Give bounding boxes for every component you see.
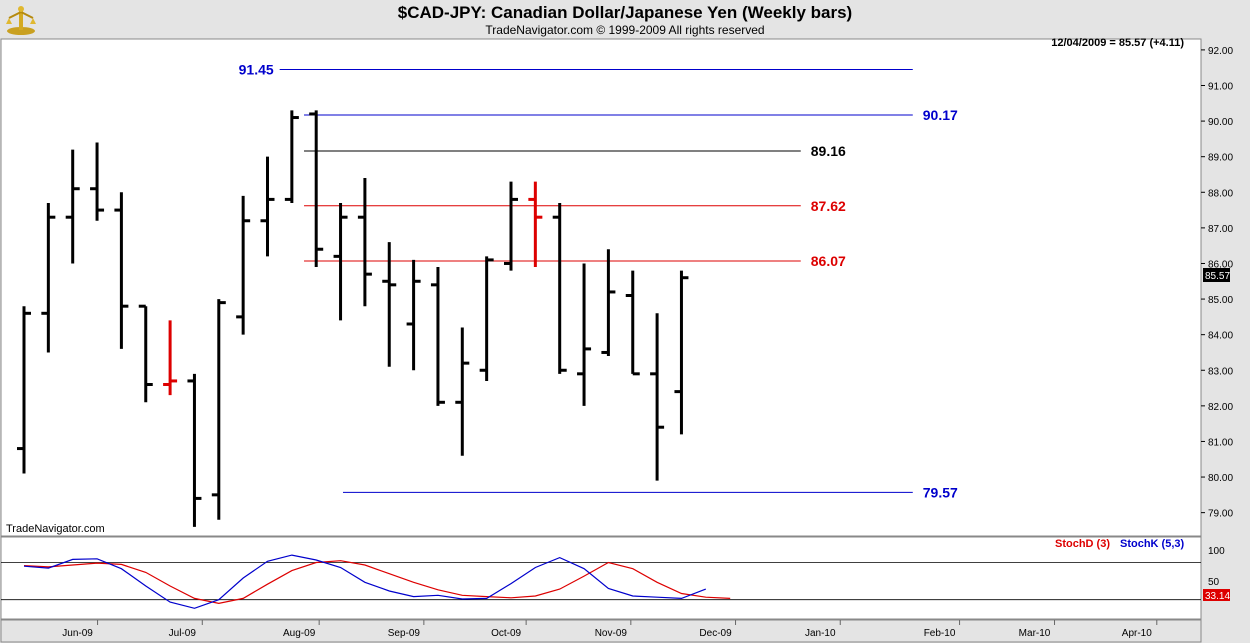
price-tick-label: 90.00 [1208,117,1233,128]
price-tick-label: 83.00 [1208,366,1233,377]
ohlc-bar [552,202,567,374]
price-tick-label: 85.00 [1208,295,1233,306]
price-tick-label: 82.00 [1208,402,1233,413]
price-axis: 79.00 80.00 81.00 82.00 83.00 84.00 85.00 86.00… [1201,46,1233,520]
ohlc-bar [357,178,372,307]
legend-stochd: StochD (3) [1055,538,1110,550]
stoch-value-box [1203,589,1230,601]
price-levels: 91.45 90.17 89.16 87.62 86.07 79.57 [239,61,958,500]
last-price-label: 85.57 [1205,271,1230,282]
ohlc-bar [406,259,421,371]
ohlc-bar [528,181,543,268]
date-axis [0,619,1202,643]
stoch-lines [1,554,1201,609]
ohlc-bar [138,304,153,403]
price-level-label: 79.57 [923,484,958,500]
ohlc-bar [211,299,226,520]
stoch-value-label: 33.14 [1205,591,1230,602]
ohlc-bar [17,306,31,474]
stoch-series-line [23,554,707,609]
ohlc-bar [333,202,348,321]
stoch-series-line [23,560,731,605]
price-tick-label: 79.00 [1208,509,1233,520]
price-panel [0,38,1202,537]
ohlc-bar [382,242,397,367]
ohlc-bar [41,202,56,353]
ohlc-bar [504,181,518,271]
date-axis-labels: Jun-09 Jul-09 Aug-09 Sep-09 Oct-09 Nov-09 Dec-… [62,620,1158,639]
price-tick-label: 91.00 [1208,81,1233,92]
date-tick-label: Dec-09 [699,628,732,639]
ohlc-bar [260,156,275,257]
price-tick-label: 87.00 [1208,224,1233,235]
price-tick-label: 84.00 [1208,331,1233,342]
tradenavigator-logo-icon [6,6,36,35]
ohlc-bar [187,373,202,527]
ohlc-bar [309,110,324,268]
ohlc-bar [430,267,445,406]
ohlc-bar [650,313,665,481]
price-level-label: 90.17 [923,107,958,123]
ohlc-bar [65,149,80,264]
ohlc-bar [674,270,689,435]
ohlc-bars [17,110,689,527]
stoch-tick-label: 100 [1208,546,1225,557]
last-price-box [1203,268,1230,282]
price-tick-label: 88.00 [1208,188,1233,199]
date-tick-label: Nov-09 [595,628,628,639]
ohlc-bar [284,110,299,203]
watermark-text: TradeNavigator.com [6,523,105,535]
chart-title: $CAD-JPY: Canadian Dollar/Japanese Yen (… [397,3,853,22]
stoch-panel [0,536,1202,620]
ohlc-bar [625,270,640,376]
ohlc-bar [163,320,178,396]
chart-subtitle: TradeNavigator.com © 1999-2009 All right… [485,23,765,37]
date-tick-label: Apr-10 [1122,628,1152,639]
date-tick-label: Feb-10 [924,628,956,639]
date-tick-label: Jun-09 [62,628,93,639]
price-readout: 12/04/2009 = 85.57 (+4.11) [1051,37,1184,49]
price-tick-label: 86.00 [1208,259,1233,270]
ohlc-bar [455,327,470,456]
price-level-label: 91.45 [239,61,274,77]
price-tick-label: 80.00 [1208,473,1233,484]
date-tick-label: Aug-09 [283,628,316,639]
ohlc-bar [479,256,494,381]
ohlc-bar [90,142,105,221]
date-tick-label: Oct-09 [491,628,521,639]
price-tick-label: 89.00 [1208,153,1233,164]
price-tick-label: 92.00 [1208,46,1233,57]
stoch-axis: 50 100 [1208,546,1225,588]
ohlc-bar [601,249,616,357]
ohlc-bar [577,263,592,406]
legend-stochk: StochK (5,3) [1120,538,1185,550]
price-level-label: 86.07 [811,253,846,269]
ohlc-bar [114,192,129,349]
price-level-label: 87.62 [811,198,846,214]
stoch-tick-label: 50 [1208,577,1220,588]
ohlc-bar [236,195,251,335]
date-tick-label: Jul-09 [169,628,197,639]
date-tick-label: Sep-09 [388,628,421,639]
date-tick-label: Jan-10 [805,628,836,639]
price-level-label: 89.16 [811,143,846,159]
date-tick-label: Mar-10 [1019,628,1051,639]
price-tick-label: 81.00 [1208,437,1233,448]
